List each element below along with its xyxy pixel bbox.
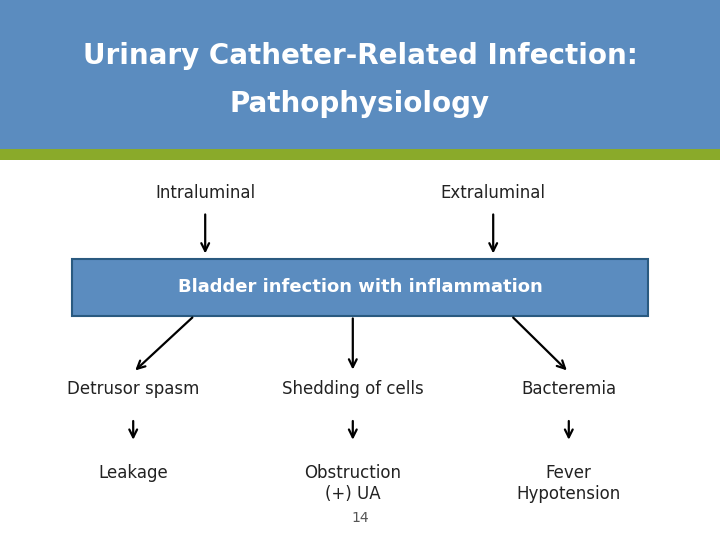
Text: Pathophysiology: Pathophysiology bbox=[230, 90, 490, 118]
Text: Shedding of cells: Shedding of cells bbox=[282, 380, 423, 399]
Bar bbox=[72, 259, 648, 315]
Text: Intraluminal: Intraluminal bbox=[155, 184, 256, 202]
Text: Bacteremia: Bacteremia bbox=[521, 380, 616, 399]
Text: Extraluminal: Extraluminal bbox=[441, 184, 546, 202]
Text: Urinary Catheter-Related Infection:: Urinary Catheter-Related Infection: bbox=[83, 43, 637, 70]
Text: Fever
Hypotension: Fever Hypotension bbox=[517, 464, 621, 503]
Bar bbox=[0, 0, 720, 148]
Text: Bladder infection with inflammation: Bladder infection with inflammation bbox=[178, 278, 542, 296]
Text: 14: 14 bbox=[351, 511, 369, 525]
Text: Detrusor spasm: Detrusor spasm bbox=[67, 380, 199, 399]
Bar bbox=[0, 148, 720, 160]
Text: Obstruction
(+) UA: Obstruction (+) UA bbox=[305, 464, 401, 503]
Text: Leakage: Leakage bbox=[99, 464, 168, 482]
